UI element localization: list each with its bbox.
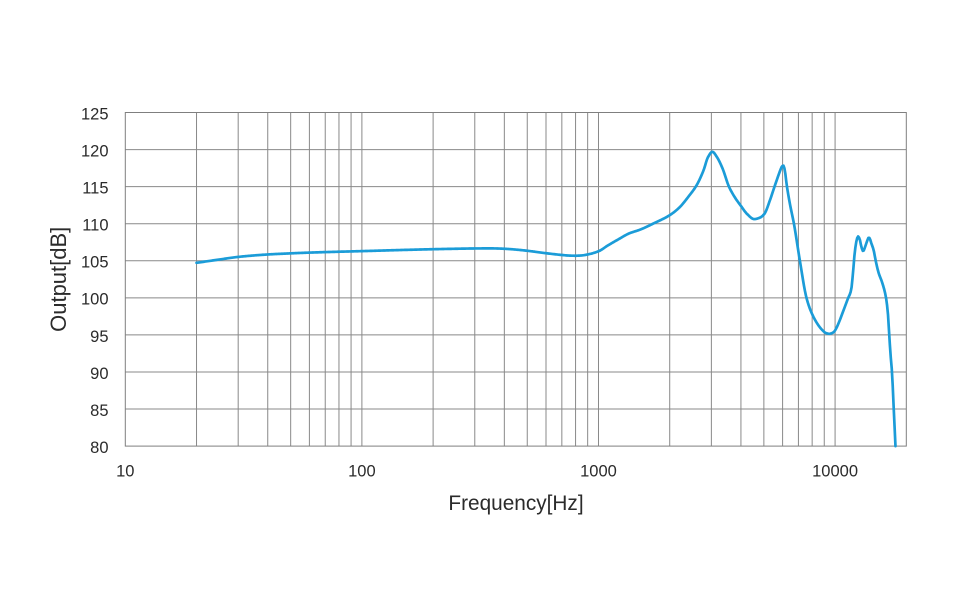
svg-text:Frequency[Hz]: Frequency[Hz] <box>448 492 583 515</box>
svg-text:85: 85 <box>90 402 108 420</box>
svg-text:100: 100 <box>348 463 376 481</box>
svg-text:80: 80 <box>90 439 108 457</box>
svg-text:110: 110 <box>82 217 108 235</box>
svg-text:100: 100 <box>81 291 109 309</box>
svg-text:Output[dB]: Output[dB] <box>46 227 71 332</box>
svg-text:125: 125 <box>81 105 109 123</box>
svg-text:90: 90 <box>90 365 108 383</box>
svg-text:115: 115 <box>82 180 108 198</box>
svg-text:10: 10 <box>116 463 134 481</box>
svg-text:105: 105 <box>81 254 109 272</box>
svg-text:1000: 1000 <box>580 463 617 481</box>
svg-text:95: 95 <box>90 328 108 346</box>
svg-text:10000: 10000 <box>812 463 858 481</box>
svg-text:120: 120 <box>81 142 109 160</box>
